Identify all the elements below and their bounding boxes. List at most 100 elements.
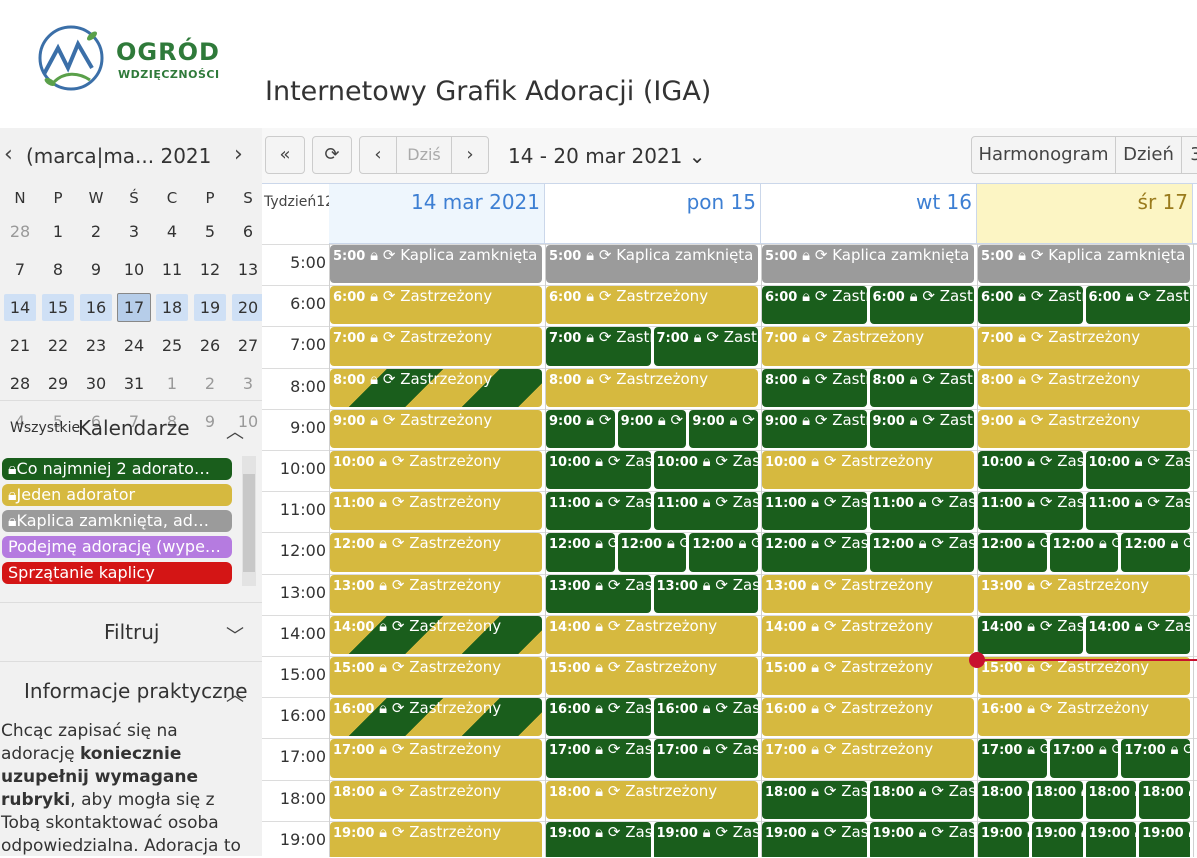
reservation-event[interactable]: 9:00 🔒︎ ⟳	[617, 409, 687, 448]
reservation-event[interactable]: 12:00 🔒︎ ⟳	[689, 533, 758, 572]
reservation-event[interactable]: 12:00 🔒︎ ⟳	[1049, 533, 1119, 572]
reservation-event[interactable]: 17:00 🔒︎ ⟳	[1049, 739, 1119, 778]
reservation-event[interactable]: 16:00 🔒︎ ⟳ Zastrzeżony	[546, 698, 651, 737]
mini-day[interactable]: 12	[199, 259, 221, 279]
reservation-event[interactable]: 8:00 🔒︎ ⟳ Zastrzeżony	[762, 368, 867, 407]
reservation-event[interactable]: 10:00 🔒︎ ⟳ Zastrzeżony	[330, 451, 542, 490]
mini-day-selected[interactable]: 15	[39, 288, 77, 326]
reservation-event[interactable]: 18:00 🔒︎ ⟳	[978, 780, 1029, 819]
closed-event[interactable]: 5:00 🔒︎ ⟳ Kaplica zamknięta	[330, 245, 542, 284]
mini-day[interactable]: 21	[9, 335, 31, 355]
chevron-up-icon[interactable]: ︿	[226, 422, 244, 443]
today-button[interactable]: Dziś	[396, 136, 452, 174]
prev-button[interactable]: ‹	[359, 136, 397, 174]
reservation-event[interactable]: 13:00 🔒︎ ⟳ Zastrzeżony	[762, 574, 974, 613]
reservation-event[interactable]: 7:00 🔒︎ ⟳ Zastrzeżony	[546, 327, 651, 366]
mini-day[interactable]: 24	[123, 335, 145, 355]
reservation-event[interactable]: 14:00 🔒︎ ⟳ Zastrzeżony	[762, 615, 974, 654]
reservation-event[interactable]: 15:00 🔒︎ ⟳ Zastrzeżony	[546, 657, 758, 696]
reservation-event[interactable]: 13:00 🔒︎ ⟳ Zastrzeżony	[546, 574, 651, 613]
reservation-event[interactable]: 8:00 🔒︎ ⟳ Zastrzeżony	[978, 368, 1190, 407]
reservation-event[interactable]: 19:00 🔒︎ ⟳ Zastrzeżony	[653, 821, 758, 857]
chevron-down-icon[interactable]: ﹀	[226, 626, 244, 647]
mini-day[interactable]: 7	[14, 259, 26, 279]
reservation-event[interactable]: 7:00 🔒︎ ⟳ Zastrzeżony	[762, 327, 974, 366]
mini-day[interactable]: 4	[166, 221, 178, 241]
reservation-event[interactable]: 12:00 🔒︎ ⟳	[546, 533, 615, 572]
calendar-item-volunteer[interactable]: Podejmę adorację (wype…	[2, 536, 232, 558]
reservation-event[interactable]: 6:00 🔒︎ ⟳ Zastrzeżony	[1085, 286, 1190, 325]
info-title[interactable]: Informacje praktyczne	[24, 679, 248, 703]
logo[interactable]: OGRÓD WDZIĘCZNOŚCI	[36, 22, 236, 102]
reservation-event[interactable]: 9:00 🔒︎ ⟳	[689, 409, 758, 448]
day-header-tue[interactable]: wt 16	[761, 184, 977, 244]
reservation-event[interactable]: 11:00 🔒︎ ⟳ Zastrzeżony	[762, 492, 867, 531]
closed-event[interactable]: 5:00 🔒︎ ⟳ Kaplica zamknięta	[762, 245, 974, 284]
mini-day[interactable]: 27	[237, 335, 259, 355]
mini-day[interactable]: 9	[204, 411, 216, 431]
view-more-button[interactable]: 3	[1181, 136, 1197, 174]
reservation-event[interactable]: 15:00 🔒︎ ⟳ Zastrzeżony	[330, 657, 542, 696]
calendar-item-closed[interactable]: 🔒︎Kaplica zamknięta, ad…	[2, 510, 232, 532]
mini-day-selected[interactable]: 14	[1, 288, 39, 326]
reservation-event[interactable]: 17:00 🔒︎ ⟳ Zastrzeżony	[762, 739, 974, 778]
reservation-event[interactable]: 19:00 🔒︎ ⟳	[1085, 821, 1137, 857]
reservation-event[interactable]: 11:00 🔒︎ ⟳ Zastrzeżony	[546, 492, 651, 531]
reservation-event[interactable]: 19:00 🔒︎ ⟳ Zastrzeżony	[869, 821, 974, 857]
calendar-item-cleaning[interactable]: Sprzątanie kaplicy	[2, 562, 232, 584]
next-button[interactable]: ›	[451, 136, 489, 174]
scrollbar-thumb[interactable]	[243, 474, 255, 572]
reservation-event[interactable]: 8:00 🔒︎ ⟳ Zastrzeżony	[869, 368, 974, 407]
mini-day-selected[interactable]: 18	[153, 288, 191, 326]
reservation-event[interactable]: 18:00 🔒︎ ⟳	[1139, 780, 1190, 819]
mini-day[interactable]: 29	[47, 373, 69, 393]
mini-day-today[interactable]: 17	[115, 288, 153, 326]
reservation-event[interactable]: 9:00 🔒︎ ⟳ Zastrzeżony	[762, 409, 867, 448]
mini-day-selected[interactable]: 19	[191, 288, 229, 326]
mini-day[interactable]: 10	[123, 259, 145, 279]
mini-day[interactable]: 30	[85, 373, 107, 393]
mini-day[interactable]: 11	[161, 259, 183, 279]
mini-day-selected[interactable]: 16	[77, 288, 115, 326]
day-header-wed[interactable]: śr 17	[977, 184, 1193, 244]
reservation-event[interactable]: 15:00 🔒︎ ⟳ Zastrzeżony	[978, 657, 1190, 696]
reservation-event[interactable]: 14:00 🔒︎ ⟳ Zastrzeżony	[978, 615, 1083, 654]
view-schedule-button[interactable]: Harmonogram	[971, 136, 1116, 174]
reservation-event[interactable]: 14:00 🔒︎ ⟳ Zastrzeżony	[330, 615, 542, 654]
reservation-event[interactable]: 17:00 🔒︎ ⟳ Zastrzeżony	[653, 739, 758, 778]
calendar-item-one-adorator[interactable]: 🔒︎Jeden adorator	[2, 484, 232, 506]
reservation-event[interactable]: 9:00 🔒︎ ⟳ Zastrzeżony	[330, 409, 542, 448]
reservation-event[interactable]: 12:00 🔒︎ ⟳ Zastrzeżony	[869, 533, 974, 572]
day-header-sun[interactable]: 14 mar 2021	[329, 184, 545, 244]
mini-day[interactable]: 26	[199, 335, 221, 355]
refresh-button[interactable]: ⟳	[312, 136, 352, 174]
reservation-event[interactable]: 6:00 🔒︎ ⟳ Zastrzeżony	[978, 286, 1083, 325]
reservation-event[interactable]: 12:00 🔒︎ ⟳	[978, 533, 1047, 572]
mini-day[interactable]: 9	[90, 259, 102, 279]
mini-day[interactable]: 22	[47, 335, 69, 355]
closed-event[interactable]: 5:00 🔒︎ ⟳ Kaplica zamknięta	[546, 245, 758, 284]
mini-day[interactable]: 3	[128, 221, 140, 241]
mini-day[interactable]: 31	[123, 373, 145, 393]
reservation-event[interactable]: 6:00 🔒︎ ⟳ Zastrzeżony	[330, 286, 542, 325]
reservation-event[interactable]: 15:00 🔒︎ ⟳ Zastrzeżony	[762, 657, 974, 696]
reservation-event[interactable]: 10:00 🔒︎ ⟳ Zastrzeżony	[653, 451, 758, 490]
reservation-event[interactable]: 17:00 🔒︎ ⟳ Zastrzeżony	[546, 739, 651, 778]
reservation-event[interactable]: 10:00 🔒︎ ⟳ Zastrzeżony	[762, 451, 974, 490]
reservation-event[interactable]: 19:00 🔒︎ ⟳	[978, 821, 1029, 857]
reservation-event[interactable]: 18:00 🔒︎ ⟳	[1031, 780, 1083, 819]
reservation-event[interactable]: 11:00 🔒︎ ⟳ Zastrzeżony	[653, 492, 758, 531]
mini-day[interactable]: 13	[237, 259, 259, 279]
prev-range-button[interactable]: «	[265, 136, 305, 174]
reservation-event[interactable]: 11:00 🔒︎ ⟳ Zastrzeżony	[978, 492, 1083, 531]
reservation-event[interactable]: 12:00 🔒︎ ⟳	[1121, 533, 1190, 572]
mini-day-selected[interactable]: 20	[229, 288, 267, 326]
reservation-event[interactable]: 6:00 🔒︎ ⟳ Zastrzeżony	[762, 286, 867, 325]
reservation-event[interactable]: 8:00 🔒︎ ⟳ Zastrzeżony	[330, 368, 542, 407]
mini-day[interactable]: 6	[90, 411, 102, 431]
reservation-event[interactable]: 18:00 🔒︎ ⟳ Zastrzeżony	[546, 780, 758, 819]
day-header-mon[interactable]: pon 15	[545, 184, 761, 244]
reservation-event[interactable]: 19:00 🔒︎ ⟳	[1031, 821, 1083, 857]
reservation-event[interactable]: 10:00 🔒︎ ⟳ Zastrzeżony	[1085, 451, 1190, 490]
filter-title[interactable]: Filtruj	[104, 620, 160, 644]
